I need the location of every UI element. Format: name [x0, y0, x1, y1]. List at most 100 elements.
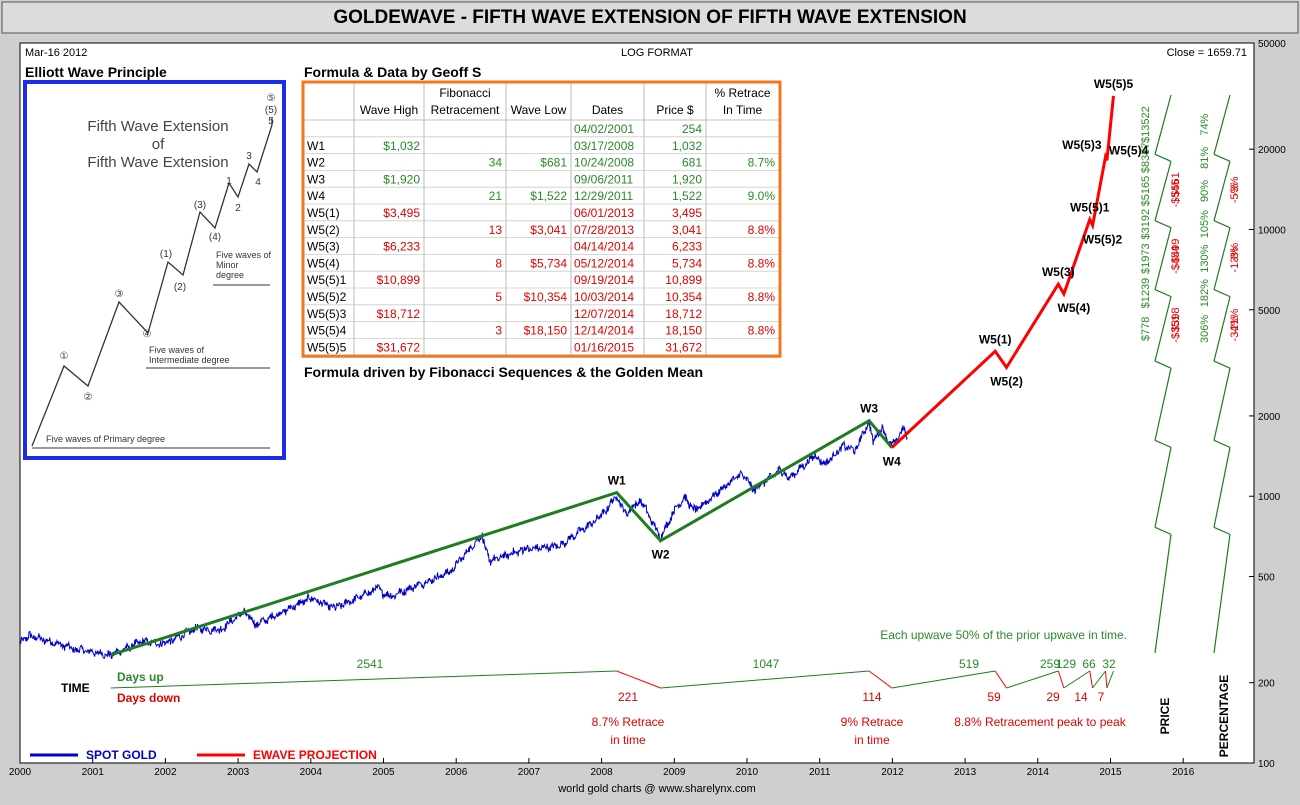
- price-panel-gain-4: $1973: [1140, 243, 1152, 274]
- table-cell: $3,495: [383, 206, 420, 220]
- table-cell: 681: [682, 156, 702, 170]
- table-cell: W3: [307, 172, 325, 186]
- x-tick-label-2001: 2001: [82, 767, 105, 778]
- table-border: [301, 80, 782, 358]
- days-down-count-0: 221: [618, 690, 638, 704]
- wave-label-3: W4: [883, 455, 901, 469]
- inset-label-5: 5: [268, 116, 274, 127]
- wave-label-8: W5(5)1: [1070, 200, 1110, 214]
- table-cell: 13: [489, 223, 503, 237]
- percentage-panel-gain-4: 130%: [1199, 244, 1211, 272]
- wave-labels: W1 W2 W3 W4 W5(1) W5(2) W5(3) W5(4) W5(5)1 W5(5)2…: [608, 77, 1149, 562]
- table-cell: 10/03/2014: [574, 290, 634, 304]
- percentage-panel-leg-6: [1213, 220, 1231, 229]
- price-panel-loss-0: -$561: [1170, 172, 1182, 200]
- retrace-note-1-1: in time: [854, 733, 890, 747]
- footer-credit: world gold charts @ www.sharelynx.com: [557, 783, 756, 795]
- price-panel-leg-8: [1154, 227, 1172, 290]
- table-cell: $10,899: [377, 273, 421, 287]
- table-cell: 1,522: [672, 189, 702, 203]
- percentage-panel-leg-18: [1213, 439, 1231, 448]
- retrace-note-2-0: 8.8% Retracement peak to peak: [954, 715, 1126, 729]
- y-tick-label-500: 500: [1258, 573, 1275, 584]
- percentage-panel-leg-16: [1213, 368, 1231, 441]
- inset-label-1: 1: [226, 176, 232, 187]
- table-cell: 04/02/2001: [574, 122, 634, 136]
- table-cell: W1: [307, 139, 325, 153]
- time-segment-0: [110, 670, 617, 689]
- percentage-panel-leg-0: [1213, 94, 1231, 155]
- days-down-count-5: 7: [1098, 690, 1105, 704]
- days-down-count-4: 14: [1074, 690, 1088, 704]
- table-cell: 1,032: [672, 139, 702, 153]
- y-tick-label-10000: 10000: [1258, 225, 1286, 236]
- table-cell: W5(5)5: [307, 340, 347, 354]
- header-date: Mar-16 2012: [25, 47, 87, 59]
- series-layer: [19, 95, 1115, 659]
- table-cell: 12/29/2011: [574, 189, 633, 203]
- percentage-panel-leg-2: [1213, 153, 1231, 162]
- inset-intermediate-note-1: Five waves of: [149, 345, 205, 355]
- table-cell: 18,150: [665, 324, 702, 338]
- legend-label-1: EWAVE PROJECTION: [253, 748, 377, 762]
- x-tick-label-2002: 2002: [154, 767, 177, 778]
- table-cell: 05/12/2014: [574, 256, 634, 270]
- price-panel-gain-1: $8357: [1140, 143, 1152, 174]
- wave-label-2: W3: [860, 402, 878, 416]
- table-background: [303, 82, 780, 356]
- table-cell: 09/06/2011: [574, 172, 633, 186]
- inset-label-p1: (1): [160, 249, 172, 260]
- days-up-count-2: 519: [959, 657, 979, 671]
- price-panel-leg-12: [1154, 296, 1172, 362]
- table-header-2-line1: Fibonacci: [439, 86, 490, 100]
- x-tick-label-2007: 2007: [518, 767, 541, 778]
- table-cell: W2: [307, 156, 325, 170]
- table-cell: 12/14/2014: [574, 324, 634, 338]
- days-up-count-3: 259: [1040, 657, 1060, 671]
- x-tick-label-2005: 2005: [372, 767, 395, 778]
- x-tick-label-2004: 2004: [300, 767, 323, 778]
- table-cell: 09/19/2014: [574, 273, 634, 287]
- chart-title: GOLDEWAVE - FIFTH WAVE EXTENSION OF FIFT…: [333, 7, 966, 28]
- days-up-count-1: 1047: [753, 657, 780, 671]
- percentage-panel-gain-2: 90%: [1199, 180, 1211, 202]
- x-tick-label-2015: 2015: [1099, 767, 1122, 778]
- header-scale: LOG FORMAT: [621, 47, 693, 59]
- inset-label-circ4: ④: [143, 329, 152, 340]
- table-header-6-line2: In Time: [723, 103, 763, 117]
- y-tick-label-5000: 5000: [1258, 306, 1281, 317]
- time-segment-10: [1092, 670, 1106, 689]
- price-panel-gain-6: $778: [1140, 317, 1152, 341]
- inset-label-p2: (2): [174, 282, 186, 293]
- table-header-4-line2: Dates: [592, 103, 623, 117]
- table-cell: 12/07/2014: [574, 307, 634, 321]
- wave-label-6: W5(3): [1042, 265, 1075, 279]
- price-panel-leg-20: [1154, 447, 1172, 528]
- table-cell: W5(2): [307, 223, 340, 237]
- days-down-count-3: 29: [1046, 690, 1060, 704]
- x-tick-label-2008: 2008: [590, 767, 613, 778]
- days-down-label: Days down: [117, 691, 180, 705]
- table-cell: $18,712: [377, 307, 421, 321]
- price-panel-loss-5: -$351: [1170, 315, 1182, 343]
- x-tick-label-2010: 2010: [736, 767, 759, 778]
- table-heading: Formula & Data by Geoff S: [304, 64, 481, 80]
- x-tick-label-2016: 2016: [1172, 767, 1195, 778]
- inset-label-2: 2: [235, 203, 241, 214]
- table-cell: $31,672: [377, 340, 421, 354]
- table-cell: 8: [495, 256, 502, 270]
- time-label: TIME: [61, 681, 90, 695]
- table-cell: 06/01/2013: [574, 206, 634, 220]
- percentage-panel-loss-0: -3%: [1229, 176, 1241, 196]
- table-cell: 3,495: [672, 206, 702, 220]
- time-segment-11: [1105, 670, 1108, 689]
- table-cell: 21: [489, 189, 503, 203]
- x-axis: 2000 2001 2002 2003 2004 2005 2006 2007 2008 2009…: [9, 758, 1195, 778]
- y-tick-label-2000: 2000: [1258, 412, 1281, 423]
- table-cell: $5,734: [530, 256, 567, 270]
- time-segment-12: [1106, 670, 1114, 689]
- wave-label-5: W5(2): [990, 374, 1023, 388]
- table-cell: $1,522: [530, 189, 567, 203]
- table-cell: W5(5)2: [307, 290, 347, 304]
